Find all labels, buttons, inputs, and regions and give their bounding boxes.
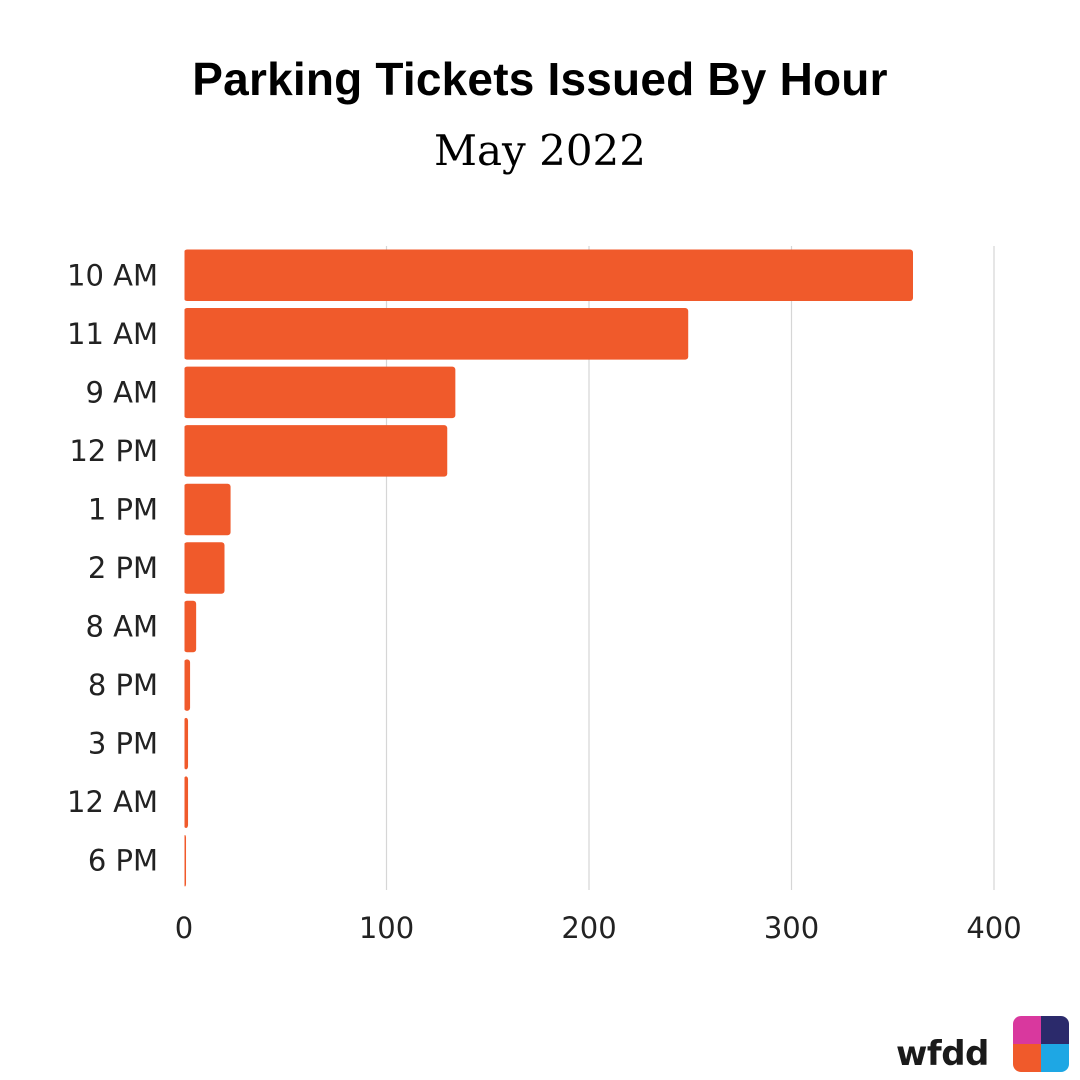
logo-quadrant-tr [1041, 1016, 1069, 1044]
category-label: 12 AM [67, 785, 158, 819]
bar [184, 249, 913, 302]
category-label: 8 AM [85, 610, 158, 644]
category-label: 1 PM [88, 492, 158, 526]
bar [184, 366, 456, 419]
category-label: 12 PM [69, 434, 158, 468]
chart-title: Parking Tickets Issued By Hour [192, 53, 888, 105]
category-label: 6 PM [88, 844, 158, 878]
wfdd-logo-icon [1013, 1016, 1069, 1072]
x-tick-label: 200 [561, 911, 616, 945]
bar [184, 659, 191, 711]
x-tick-label: 100 [359, 911, 414, 945]
bar [184, 834, 187, 887]
x-tick-label: 0 [175, 911, 193, 945]
logo-quadrant-bl [1013, 1044, 1041, 1072]
brand-wordmark: wfdd [896, 1034, 989, 1074]
category-label: 11 AM [67, 317, 158, 351]
chart-subtitle: May 2022 [433, 126, 646, 175]
bar [184, 776, 189, 828]
category-label: 8 PM [88, 668, 158, 702]
bar [184, 600, 197, 653]
category-label: 3 PM [88, 727, 158, 761]
bar [184, 308, 689, 360]
logo-quadrant-tl [1013, 1016, 1041, 1044]
category-label: 2 PM [88, 551, 158, 585]
bar [184, 717, 189, 770]
bar [184, 483, 231, 536]
x-tick-label: 300 [764, 911, 819, 945]
logo-quadrant-br [1041, 1044, 1069, 1072]
category-label: 10 AM [67, 258, 158, 292]
category-label: 9 AM [85, 375, 158, 409]
bar [184, 425, 448, 477]
bar [184, 542, 225, 594]
x-tick-label: 400 [966, 911, 1021, 945]
